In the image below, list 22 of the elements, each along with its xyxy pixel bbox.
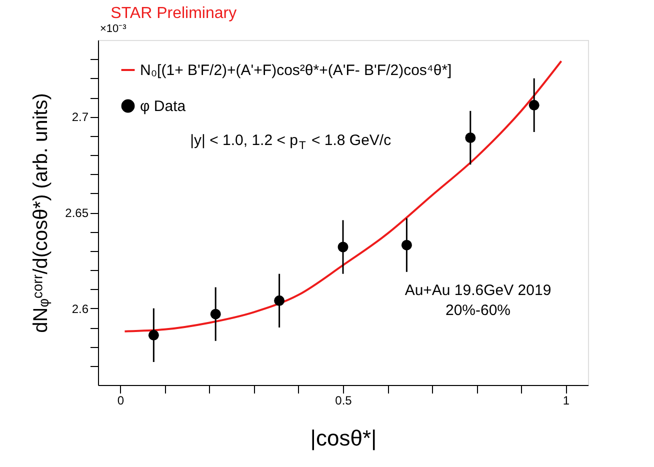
point (148, 330, 159, 340)
x-tick-label: 0.5 (335, 394, 352, 408)
x-tick-label: 0 (117, 394, 124, 408)
point (528, 100, 540, 110)
annotation: 20%-60% (445, 302, 511, 319)
point (274, 295, 285, 306)
legend-label: φ Data (140, 98, 186, 115)
legend-label: N₀[(1+ B'F/2)+(A'+F)cos²θ*+(A'F- B'F/2)cos⁴θ*] (140, 62, 452, 79)
point (338, 242, 348, 252)
y-tick-label: 2.6 (72, 302, 89, 316)
text: ×10⁻³ (100, 23, 127, 35)
chart-title: STAR Preliminary (110, 5, 237, 22)
point (401, 240, 412, 250)
y-tick-label: 2.7 (72, 110, 89, 124)
point (210, 308, 221, 320)
x-tick-label: 1 (562, 394, 570, 408)
point (465, 132, 476, 143)
annotation: Au+Au 19.6GeV 2019 (404, 282, 552, 299)
y-axis-title: dNᵩᶜᵒʳʳ/d(cosθ*) (arb. units) (30, 93, 52, 333)
y-tick-label: 2.65 (65, 206, 89, 220)
line-series (124, 60, 562, 332)
x-axis-title: |cosθ*| (310, 426, 377, 450)
